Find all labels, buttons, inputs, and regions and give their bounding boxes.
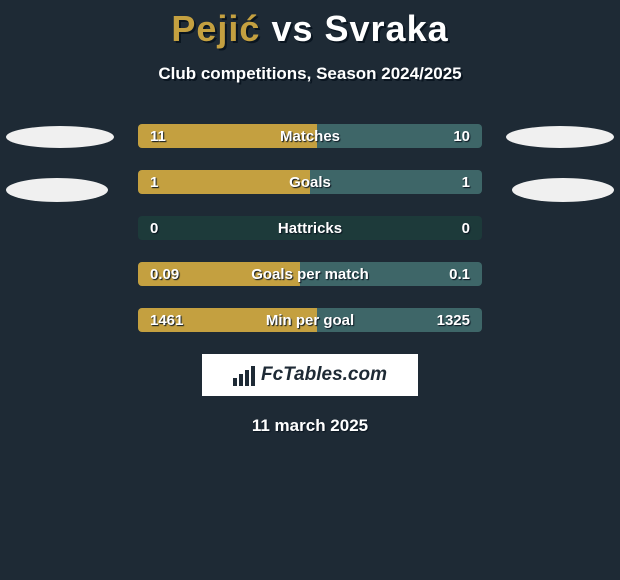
stat-value-left: 11 <box>150 128 166 145</box>
stat-label: Goals per match <box>251 266 369 283</box>
stat-label: Matches <box>280 128 340 145</box>
stats-container: 1110Matches11Goals00Hattricks0.090.1Goal… <box>0 124 620 332</box>
decorative-ellipse <box>6 178 108 202</box>
decorative-ellipse <box>512 178 614 202</box>
stat-label: Min per goal <box>266 312 354 329</box>
update-date: 11 march 2025 <box>0 416 620 436</box>
vs-text: vs <box>271 8 313 49</box>
stat-bar: 1461 1325 Min per goal <box>138 308 482 332</box>
branding-box: FcTables.com <box>202 354 418 396</box>
stat-bar: 1 1 Goals <box>138 170 482 194</box>
stat-bar: 0.09 0.1 Goals per match <box>138 262 482 286</box>
decorative-ellipse <box>506 126 614 148</box>
stat-value-right: 0 <box>462 220 470 237</box>
stat-value-right: 1325 <box>437 312 470 329</box>
stat-bar-left <box>138 170 310 194</box>
stat-label: Goals <box>289 174 331 191</box>
player1-name: Pejić <box>171 8 260 49</box>
stat-value-left: 1 <box>150 174 158 191</box>
bar-chart-icon <box>233 364 255 386</box>
stat-value-right: 10 <box>453 128 470 145</box>
stat-bar: 11 10 Matches <box>138 124 482 148</box>
stat-row: 0.09 0.1 Goals per match <box>0 262 620 286</box>
branding-text: FcTables.com <box>261 364 387 386</box>
stat-value-left: 0.09 <box>150 266 179 283</box>
stat-bar-right <box>310 170 482 194</box>
decorative-ellipse <box>6 126 114 148</box>
stat-row: 1461 1325 Min per goal <box>0 308 620 332</box>
stat-value-left: 0 <box>150 220 158 237</box>
comparison-title: Pejić vs Svraka <box>0 0 620 50</box>
subtitle: Club competitions, Season 2024/2025 <box>0 64 620 84</box>
stat-value-right: 1 <box>462 174 470 191</box>
stat-value-left: 1461 <box>150 312 183 329</box>
stat-bar: 0 0 Hattricks <box>138 216 482 240</box>
stat-row: 0 0 Hattricks <box>0 216 620 240</box>
stat-label: Hattricks <box>278 220 342 237</box>
player2-name: Svraka <box>325 8 449 49</box>
stat-value-right: 0.1 <box>449 266 470 283</box>
